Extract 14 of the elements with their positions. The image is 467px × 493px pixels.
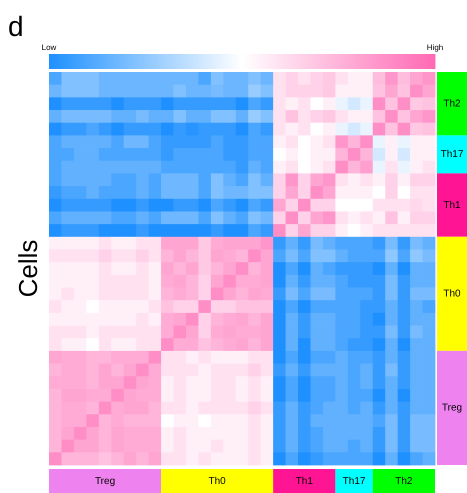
color-bar-label: Low xyxy=(42,43,57,52)
color-bar-label: High xyxy=(426,43,444,52)
y2-tick-label: Th17 xyxy=(440,149,464,160)
x-tick-label: Th2 xyxy=(395,476,413,487)
x-tick-label: Th1 xyxy=(296,476,314,487)
y2-tick-label: Th2 xyxy=(443,98,462,110)
y2-tick-label: Th1 xyxy=(443,200,462,211)
y2-tick-label: Th0 xyxy=(443,288,462,300)
chart-title: d xyxy=(8,11,24,42)
y2-tick-label: Treg xyxy=(442,402,462,414)
y-axis-title: Cells xyxy=(13,240,44,298)
x-tick-label: Treg xyxy=(94,476,116,487)
x-tick-label: Th0 xyxy=(208,476,226,487)
x-tick-label: Th17 xyxy=(342,476,366,487)
